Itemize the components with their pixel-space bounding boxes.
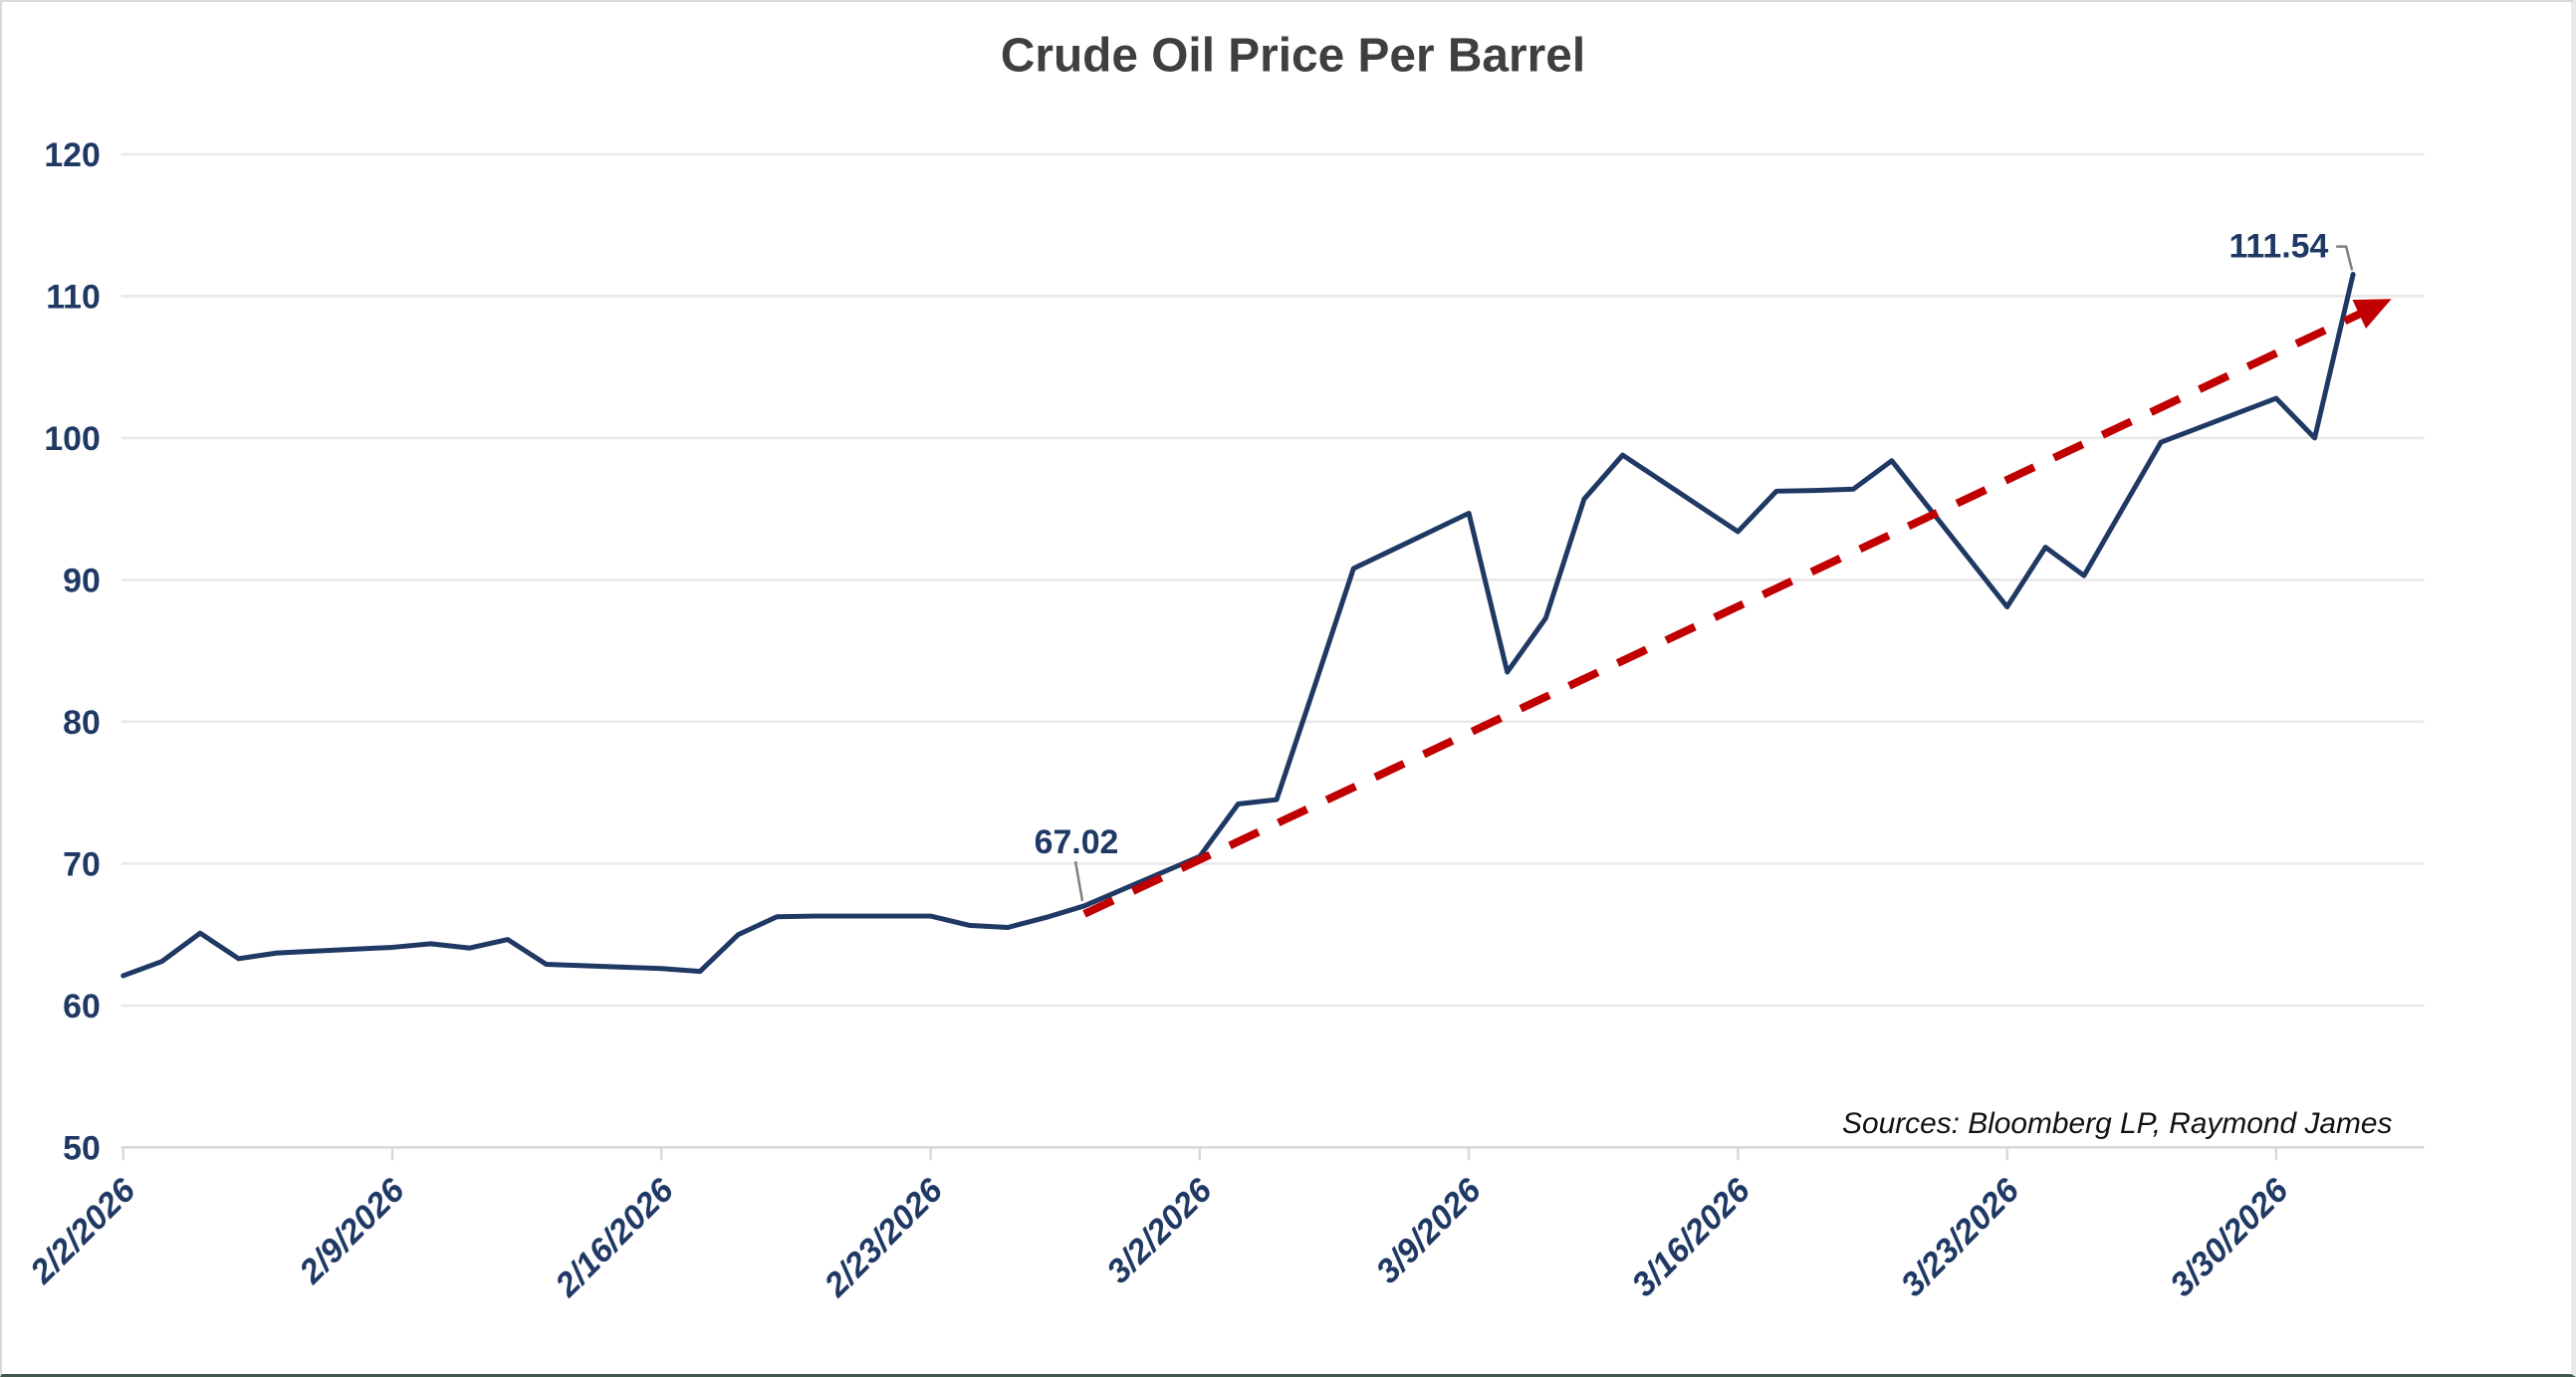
x-tick-label: 3/9/2026 (1369, 1171, 1490, 1291)
x-tick-label: 2/9/2026 (292, 1171, 413, 1292)
price-line (120, 272, 2356, 979)
y-tick-label: 50 (63, 1129, 101, 1167)
y-tick-label: 70 (63, 845, 101, 883)
callout-line (1073, 860, 1084, 902)
x-tick-label: 2/16/2026 (548, 1171, 682, 1305)
x-axis (120, 1146, 2425, 1161)
y-tick-label: 100 (44, 420, 101, 458)
trend-arrowhead-icon (2352, 299, 2392, 329)
x-tick-label: 3/2/2026 (1099, 1171, 1220, 1291)
y-tick-label: 110 (46, 278, 101, 316)
x-tick-label: 3/16/2026 (1625, 1171, 1758, 1304)
end-value-label: 111.54 (2228, 228, 2328, 266)
x-axis-labels: 2/2/2026 2/9/2026 2/16/2026 2/23/2026 3/2/20… (23, 1171, 2297, 1305)
start-value-label: 67.02 (1035, 823, 1119, 861)
y-tick-label: 60 (63, 988, 101, 1026)
price-series (120, 272, 2356, 979)
trend-arrow (1082, 299, 2392, 918)
callout-line (2336, 245, 2354, 271)
x-tick-label: 2/23/2026 (817, 1171, 951, 1305)
annotations: 67.02 111.54 (1035, 228, 2354, 902)
x-tick-label: 3/23/2026 (1894, 1171, 2027, 1304)
y-tick-label: 80 (63, 704, 101, 742)
gridlines (120, 152, 2425, 1149)
source-note: Sources: Bloomberg LP, Raymond James (1842, 1107, 2392, 1140)
y-tick-label: 120 (44, 136, 101, 174)
y-tick-label: 90 (63, 562, 101, 599)
x-tick-label: 3/30/2026 (2163, 1171, 2296, 1304)
x-tick-label: 2/2/2026 (23, 1171, 144, 1292)
y-axis-labels: 50 60 70 80 90 100 110 120 (44, 136, 101, 1167)
chart-title: Crude Oil Price Per Barrel (1001, 30, 1585, 83)
trend-dashed-line (1082, 308, 2367, 918)
